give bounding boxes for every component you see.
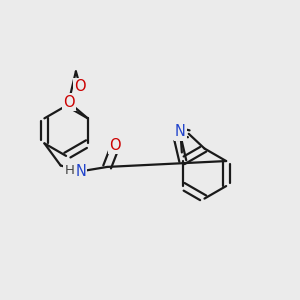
Text: O: O	[63, 95, 74, 110]
Text: O: O	[110, 138, 121, 153]
Text: N: N	[175, 124, 186, 139]
Text: H: H	[64, 164, 74, 177]
Text: N: N	[75, 164, 86, 179]
Text: O: O	[74, 79, 86, 94]
